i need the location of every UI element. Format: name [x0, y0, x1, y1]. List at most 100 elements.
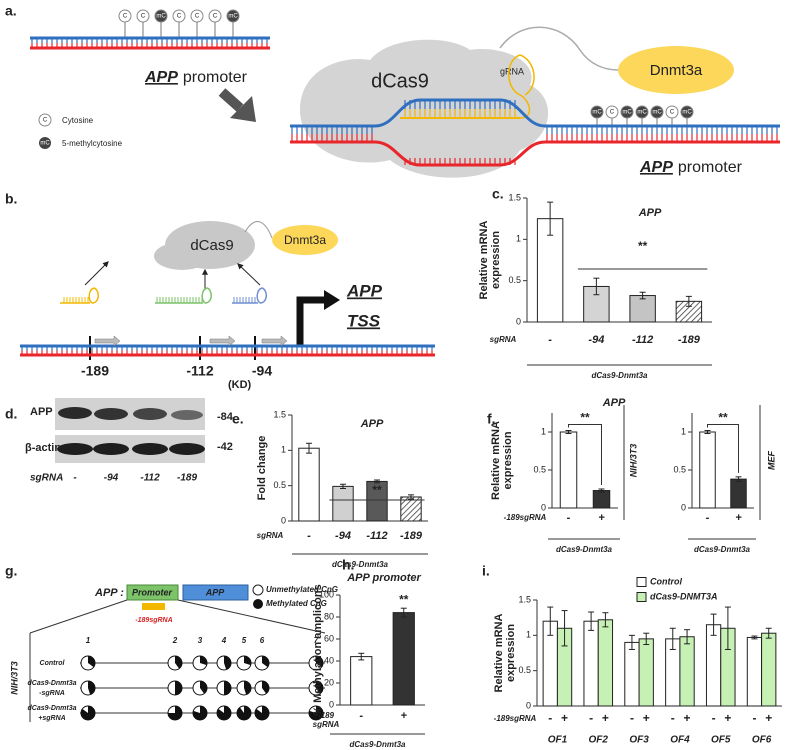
significance: **: [580, 411, 590, 425]
legend-cytosine: [38, 113, 52, 127]
x-tick-label: -: [548, 334, 552, 346]
x-tick-label: -189: [400, 530, 423, 542]
y-tick-label: 1: [281, 445, 286, 455]
legend-label: dCas9-DNMT3A: [650, 591, 718, 601]
legend-text: 5-methylcytosine: [62, 139, 123, 148]
x-tick-label: -: [706, 512, 710, 524]
band: [169, 443, 205, 455]
pair-label: -: [630, 711, 634, 725]
group-label: dCas9-Dnmt3a: [332, 560, 389, 569]
panel-label: e.: [232, 411, 244, 427]
legend-symbol: C: [43, 118, 48, 124]
site-symbol: C: [670, 110, 675, 116]
pair-label: -: [752, 711, 756, 725]
methylated-fraction: [236, 706, 251, 720]
pair-label: +: [602, 711, 609, 725]
x-tick-label: OF1: [548, 735, 568, 746]
grna-loop: [508, 54, 535, 119]
lane: -94: [104, 473, 119, 484]
chart-title: APP: [602, 397, 626, 409]
methylated-fraction: [262, 656, 270, 668]
grna: [232, 287, 267, 304]
chart-title: APP promoter: [346, 572, 421, 584]
row-label: dCas9-Dnmt3a: [27, 705, 76, 712]
x-tick-label: OF4: [670, 735, 690, 746]
promoter-word: promoter: [183, 69, 248, 86]
legend-methylcytosine: [39, 137, 51, 149]
chart-title: APP: [638, 207, 662, 219]
methylated-fraction: [88, 656, 96, 668]
pair-label: +: [643, 711, 650, 725]
pair-label: +: [561, 711, 568, 725]
legend-text: Unmethylated CpG: [266, 585, 338, 594]
band: [94, 408, 128, 420]
x-tick-label: +: [598, 512, 605, 524]
methylcytosine: [154, 9, 168, 23]
panel-label: a.: [5, 3, 17, 19]
promoter-label: APP promoter: [144, 69, 248, 86]
row-label: dCas9-Dnmt3a: [27, 680, 76, 687]
y-tick-label: 0: [281, 515, 286, 525]
x-tick-label: -: [567, 512, 571, 524]
methylcytosine: [620, 105, 634, 119]
pair-label: -: [589, 711, 593, 725]
y-axis-label: expression: [490, 231, 502, 289]
site-symbol: C: [195, 14, 200, 20]
category-label: sgRNA: [257, 531, 284, 540]
pair-label: -: [671, 711, 675, 725]
significance-bracket: [707, 423, 739, 473]
pair-label: +: [684, 711, 691, 725]
site-symbol: C: [177, 14, 182, 20]
bar: [761, 632, 777, 707]
methylcytosine: [680, 105, 694, 119]
linker: [499, 26, 619, 71]
site-symbol: mC: [592, 110, 602, 116]
side-label: NIH/3T3: [628, 444, 638, 478]
dcas9-label: dCas9: [190, 237, 233, 254]
bar: [392, 612, 415, 706]
y-axis-label: Relative mRNA: [493, 614, 505, 693]
y-tick-label: 0.5: [273, 480, 286, 490]
legend-symbol: mC: [40, 141, 50, 147]
category-label: sgRNA: [490, 335, 517, 344]
gene-label: APP: [346, 281, 383, 300]
cytosine: [136, 9, 150, 23]
methylcytosine: [590, 105, 604, 119]
dcas9-shape: [154, 242, 210, 270]
y-axis-label: % Methylation amplicons: [312, 584, 324, 715]
row-label: Control: [40, 660, 66, 667]
methylated-fraction: [193, 706, 207, 720]
x-tick-label: -112: [632, 334, 653, 346]
legend-swatch: [636, 592, 647, 602]
arrow: [84, 261, 109, 286]
gene: APP: [144, 69, 178, 86]
y-tick-label: 60: [324, 633, 334, 643]
bar: [298, 447, 320, 522]
band: [58, 407, 92, 419]
x-tick-label: -94: [335, 530, 351, 542]
bar: [583, 620, 599, 707]
methylated-fraction: [244, 681, 252, 695]
cytosine: [605, 105, 619, 119]
dnmt3a-label: Dnmt3a: [284, 233, 326, 247]
pair-label: -: [548, 711, 552, 725]
cytosine: [172, 9, 186, 23]
site-symbol: C: [123, 14, 128, 20]
tss-arrow-head: [324, 290, 340, 310]
bar: [592, 490, 611, 509]
significance: **: [372, 483, 382, 497]
group-label: dCas9-Dnmt3a: [556, 545, 613, 554]
site-arrow: [261, 335, 288, 347]
methylcytosine: [650, 105, 664, 119]
x-tick-label: +: [401, 710, 408, 722]
x-tick-label: -94: [588, 334, 604, 346]
methylated-fraction: [217, 706, 232, 720]
y-tick-label: 1: [541, 426, 546, 436]
panel-label: g.: [5, 563, 17, 579]
methylated-fraction: [224, 681, 231, 695]
methylated-fraction: [316, 681, 324, 694]
site-number: 6: [260, 636, 265, 645]
methylated-fraction: [308, 706, 323, 721]
legend-text: Cytosine: [62, 116, 94, 125]
